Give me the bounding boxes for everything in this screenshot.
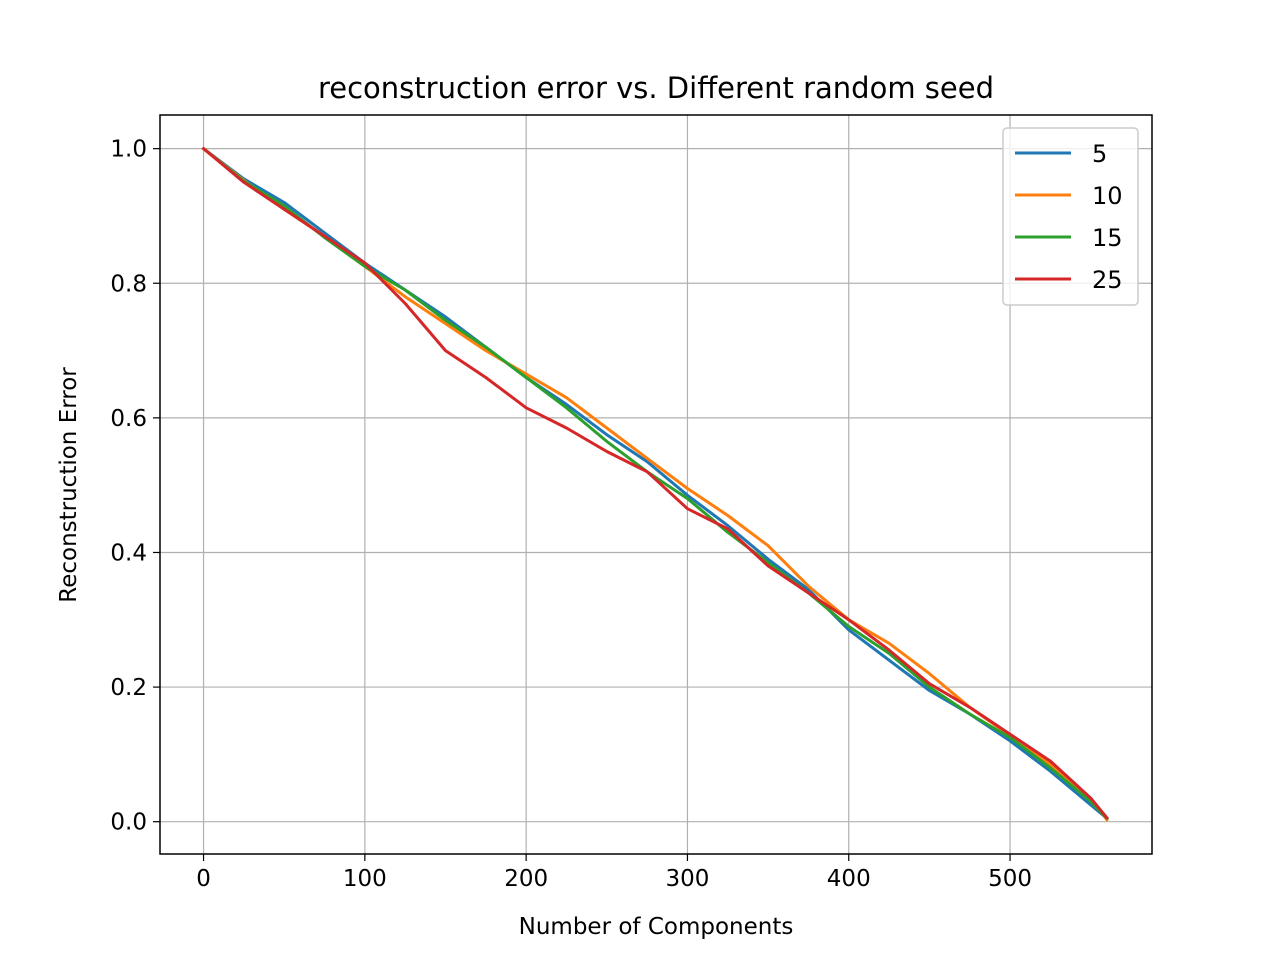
x-tick-label: 400 (827, 866, 871, 892)
grid (160, 115, 1152, 854)
plot-frame (159, 114, 1153, 855)
y-tick-label: 0.4 (110, 540, 147, 566)
series-lines (201, 146, 1109, 822)
legend-label-10: 10 (1092, 182, 1123, 210)
legend-label-15: 15 (1092, 224, 1123, 252)
x-tick-label: 0 (196, 866, 211, 892)
y-tick-label: 0.6 (110, 406, 147, 432)
x-tick-label: 500 (988, 866, 1032, 892)
x-tick-label: 100 (343, 866, 387, 892)
y-tick-label: 0.0 (110, 810, 147, 836)
y-axis-label: Reconstruction Error (56, 367, 82, 603)
chart-title: reconstruction error vs. Different rando… (318, 71, 994, 105)
y-tick-label: 0.2 (110, 675, 147, 701)
legend-label-25: 25 (1092, 266, 1123, 294)
legend-frame (1002, 127, 1139, 306)
x-axis-label: Number of Components (519, 914, 794, 940)
x-tick-label: 300 (666, 866, 710, 892)
x-tick-label: 200 (504, 866, 548, 892)
legend: 5 10 15 25 (1002, 127, 1139, 306)
series-line-15 (201, 146, 1109, 821)
ticks: 0 100 200 300 400 500 0.0 0.2 0.4 0.6 0.8 1.0 (110, 137, 1032, 892)
legend-label-5: 5 (1092, 140, 1107, 168)
y-tick-label: 1.0 (110, 137, 147, 163)
series-line-25 (201, 146, 1109, 820)
y-tick-label: 0.8 (110, 271, 147, 297)
